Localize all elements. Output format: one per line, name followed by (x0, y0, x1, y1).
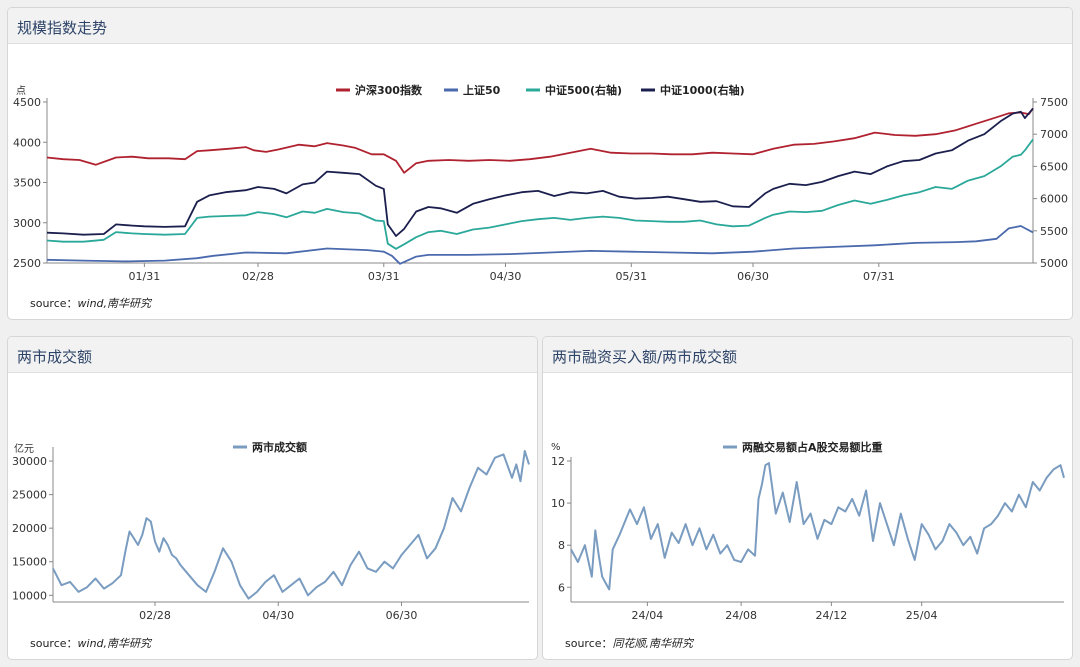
y-axis-unit: % (551, 442, 561, 453)
y-tick-label: 15000 (12, 556, 47, 569)
y-tick-label: 4000 (13, 136, 41, 149)
y-tick-label: 25000 (12, 489, 47, 502)
panel-header: 两市成交额 (8, 337, 537, 373)
y-tick-label: 3000 (13, 217, 41, 230)
x-tick-label: 07/31 (863, 270, 895, 283)
y-tick-label: 8 (558, 539, 565, 552)
legend-label: 两市成交额 (252, 440, 307, 454)
series-line-0 (46, 107, 1034, 174)
turnover-chart: 亿元 10000 15000 20000 25000 30000 02/28 04/30 06/… (12, 440, 530, 622)
y-tick-label: 4500 (13, 96, 41, 109)
x-tick-label: 05/31 (615, 270, 647, 283)
legend-label: 中证500(右轴) (545, 83, 622, 97)
x-tick-label: 24/12 (816, 609, 848, 622)
series-line-0 (52, 450, 530, 600)
source-note: source：wind,南华研究 (30, 295, 151, 311)
x-tick-label: 24/04 (632, 609, 664, 622)
y2-tick-label: 5000 (1040, 257, 1068, 270)
y-tick-label: 2500 (13, 257, 41, 270)
index-trend-chart: 点 2500 3000 3500 4000 4500 5000 5500 6000 6500 700… (13, 83, 1068, 283)
series-line-3 (46, 107, 1034, 237)
y-tick-label: 6 (558, 581, 565, 594)
x-tick-label: 02/28 (242, 270, 274, 283)
y2-tick-label: 6500 (1040, 160, 1068, 173)
x-tick-label: 04/30 (490, 270, 522, 283)
x-tick-label: 04/30 (262, 609, 294, 622)
y-tick-label: 30000 (12, 455, 47, 468)
source-text: wind,南华研究 (77, 297, 152, 310)
index-trend-panel: 规模指数走势 点 2500 3000 3500 4000 4500 5000 5500 6000… (7, 7, 1073, 320)
y-axis-unit: 点 (16, 85, 26, 97)
margin-ratio-chart: % 6 8 10 12 24/04 24/08 24/12 25/04 两融交易额占A股交易额比重 (551, 440, 1065, 622)
source-text: 同花顺,南华研究 (612, 637, 694, 650)
series-line-1 (46, 225, 1034, 265)
panel-header: 规模指数走势 (8, 8, 1072, 44)
series-line-0 (570, 462, 1065, 591)
x-tick-label: 06/30 (386, 609, 418, 622)
y2-tick-label: 5500 (1040, 225, 1068, 238)
legend-label: 沪深300指数 (355, 83, 423, 97)
y-tick-label: 10000 (12, 589, 47, 602)
x-tick-label: 24/08 (725, 609, 757, 622)
x-tick-label: 02/28 (139, 609, 171, 622)
legend-label: 上证50 (463, 83, 501, 97)
y2-tick-label: 7500 (1040, 96, 1068, 109)
legend-label: 两融交易额占A股交易额比重 (742, 440, 883, 454)
x-tick-label: 06/30 (737, 270, 769, 283)
margin-ratio-panel: 两市融资买入额/两市成交额 % 6 8 10 12 24/04 24/08 24/12 25/0… (542, 336, 1073, 660)
legend-label: 中证1000(右轴) (660, 83, 745, 97)
panel-header: 两市融资买入额/两市成交额 (543, 337, 1072, 373)
source-note: source：同花顺,南华研究 (565, 635, 693, 651)
x-tick-label: 25/04 (906, 609, 938, 622)
source-prefix: source： (30, 297, 78, 310)
panel-title: 两市融资买入额/两市成交额 (552, 348, 738, 366)
source-text: wind,南华研究 (77, 637, 152, 650)
source-note: source：wind,南华研究 (30, 635, 151, 651)
panel-title: 两市成交额 (17, 348, 93, 366)
y-tick-label: 12 (551, 455, 565, 468)
y2-tick-label: 6000 (1040, 193, 1068, 206)
source-prefix: source： (30, 637, 78, 650)
y2-tick-label: 7000 (1040, 128, 1068, 141)
y-axis-unit: 亿元 (14, 442, 34, 455)
series-line-2 (46, 138, 1034, 250)
x-tick-label: 03/31 (368, 270, 400, 283)
x-tick-label: 01/31 (129, 270, 161, 283)
panel-title: 规模指数走势 (17, 19, 108, 37)
y-tick-label: 3500 (13, 177, 41, 190)
turnover-panel: 两市成交额 亿元 10000 15000 20000 25000 30000 02/28 04… (7, 336, 538, 660)
y-tick-label: 10 (551, 497, 565, 510)
y-tick-label: 20000 (12, 522, 47, 535)
source-prefix: source： (565, 637, 613, 650)
